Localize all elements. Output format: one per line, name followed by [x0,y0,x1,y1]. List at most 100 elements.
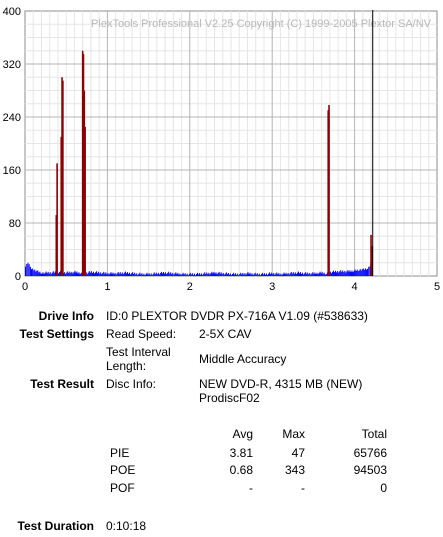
pie-bar [198,274,200,276]
pie-bar [297,271,299,276]
pie-bar [35,271,37,276]
pie-bar [248,273,250,276]
pie-bar [354,269,356,276]
pie-bar [141,273,143,276]
pie-bar [301,273,303,276]
pie-bar [346,271,348,276]
pie-bar [52,271,54,276]
pie-bar [263,273,265,276]
pie-bar [186,273,188,276]
pie-bar [134,272,136,276]
stats-row-avg: 0.68 [229,463,253,477]
pie-bar [64,272,66,276]
interval-key-line2: Length: [106,359,147,373]
pie-bar [36,270,38,276]
pie-bar [224,273,226,276]
pie-bar [365,269,367,276]
pie-bar [131,273,133,276]
pie-bar [322,273,324,276]
pie-bar [31,269,33,276]
pie-bar [215,272,217,276]
y-tick-label: 80 [9,218,21,230]
pie-bar [75,272,77,276]
stats-row-total: 94503 [353,463,387,477]
interval-value: Middle Accuracy [199,352,287,366]
disc-info-line1: NEW DVD-R, 4315 MB (NEW) [199,377,363,391]
poe-spike [83,90,86,276]
pie-bar [47,271,49,276]
pie-bar [336,272,338,276]
pie-bar [307,272,309,276]
poe-spike [82,54,85,276]
pie-bar [137,274,139,276]
pie-bar [160,271,162,276]
pie-bar [237,273,239,276]
pie-bar [341,271,343,276]
pie-bar [255,274,257,276]
x-tick-label: 0 [22,281,28,293]
pie-bar [352,272,354,276]
pie-bar [113,274,115,276]
x-axis-ticks: 0 1 2 3 4 5 [22,281,440,293]
pie-bar [136,273,138,276]
pie-bar [249,272,251,276]
pie-bar [334,272,335,276]
pie-bar [94,273,96,276]
pie-bar [351,270,353,276]
pie-bar [350,271,352,276]
pie-bar [218,271,220,276]
pie-bar [175,272,177,276]
pie-bar [282,273,284,276]
pie-bar [95,272,97,276]
x-tick-label: 2 [187,281,193,293]
pie-bar [87,272,89,276]
pie-bar [345,272,347,276]
pie-bar [168,271,170,276]
pie-bar [112,272,114,276]
pie-bar [96,271,98,276]
pie-bar [245,274,247,276]
pie-bar [182,272,184,276]
pie-bar [228,274,230,276]
pie-bar [86,273,88,276]
pie-bar [363,269,365,276]
pie-bar [339,271,341,276]
pie-bar [326,272,328,276]
pie-bar [155,272,157,276]
pie-bar [53,272,55,276]
pie-bar [217,272,219,276]
pie-bar [269,272,271,276]
pie-bar [33,270,35,276]
pie-bar [145,274,147,276]
pie-bar [304,273,306,276]
poe-spike [328,105,330,276]
stats-row-max: 47 [291,446,305,460]
pie-bar [176,273,178,276]
pie-bar [309,272,311,276]
pie-bar [295,273,297,276]
pie-bar [114,272,116,276]
pie-bar [321,271,323,276]
x-tick-label: 1 [104,281,110,293]
pie-bar [124,271,126,276]
pie-bar [238,275,240,277]
pie-bar [103,271,105,276]
pie-bar [40,273,42,276]
pie-bar [171,273,173,276]
series-group [25,50,373,277]
pie-bar [102,272,104,276]
read-speed-value: 2-5X CAV [199,327,252,341]
pie-bar [115,274,117,276]
pie-bar [261,272,263,276]
pie-bar [183,274,185,276]
pie-bar [34,269,36,276]
pie-bar [214,273,216,276]
pie-bar [364,268,366,276]
test-duration-label: Test Duration [17,519,94,533]
pie-bar [105,272,107,276]
pie-bar [169,273,171,276]
pie-bar [338,272,340,276]
pie-bar [213,271,215,276]
poe-spike [55,215,58,276]
pie-bar [290,271,292,276]
